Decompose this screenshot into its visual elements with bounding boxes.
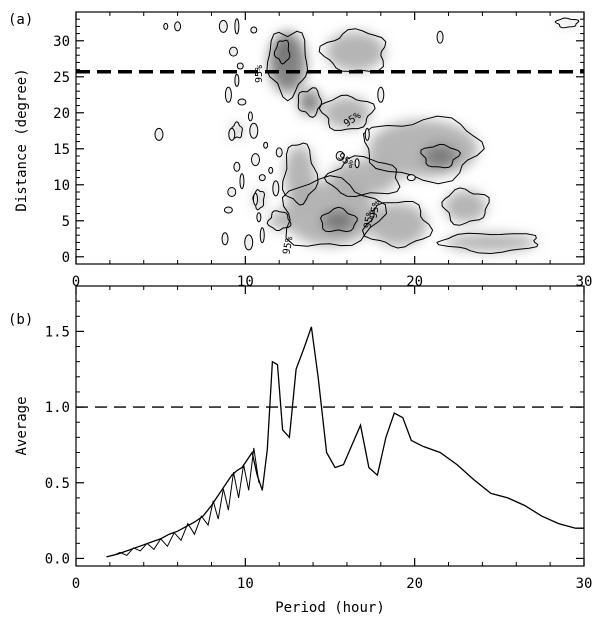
- contour-line: [320, 206, 358, 233]
- panel-b-average-series: [106, 326, 584, 558]
- contour-speck: [436, 30, 444, 44]
- panel-b-x-tick-label: 30: [576, 576, 593, 592]
- contour-speck: [377, 86, 385, 103]
- contour-speck: [227, 187, 237, 197]
- contour-line: [273, 39, 291, 65]
- contour-speck: [239, 173, 245, 190]
- heatmap-region: [275, 40, 290, 63]
- contour-speck: [233, 161, 241, 172]
- contour-speck: [354, 158, 360, 169]
- panel-b-y-axis-title: Average: [14, 396, 30, 455]
- contour-speck: [163, 22, 169, 30]
- contour-label: 95%: [369, 200, 383, 220]
- contour-line: [441, 187, 490, 226]
- contour-line: [436, 232, 539, 255]
- contour-line: [554, 17, 580, 29]
- panel-b-noise-series: [113, 447, 260, 557]
- contour-speck: [275, 147, 283, 158]
- contour-speck: [174, 21, 182, 32]
- contour-line: [297, 87, 323, 118]
- panel-b-x-axis-title: Period (hour): [275, 600, 385, 616]
- contour-speck: [234, 18, 240, 35]
- heatmap-region: [325, 31, 386, 72]
- contour-label: 95%: [254, 65, 265, 83]
- contour-speck: [249, 122, 259, 139]
- contour-line: [361, 201, 434, 249]
- contour-line: [252, 189, 266, 211]
- panel-a-label: (a): [8, 12, 33, 28]
- contour-speck: [252, 192, 258, 206]
- panel-b-line-chart: (b) 0 10 20 30 0.0 0.5 1.0 1.5 Average Period …: [8, 285, 593, 616]
- contour-speck: [250, 26, 258, 34]
- contour-speck: [272, 180, 280, 197]
- panel-a-plot-area: [154, 17, 580, 255]
- contour-speck: [263, 141, 269, 149]
- contour-speck: [259, 227, 265, 244]
- contour-line: [281, 175, 388, 247]
- contour-speck: [221, 232, 229, 246]
- contour-line: [281, 142, 319, 206]
- panel-a-y-tick-label: 25: [53, 70, 70, 86]
- contour-speck: [237, 98, 247, 106]
- heatmap-region: [368, 202, 428, 246]
- contour-line: [318, 94, 376, 131]
- contour-speck: [244, 234, 254, 251]
- contour-line: [266, 210, 292, 231]
- contour-line: [266, 30, 309, 102]
- contour-speck: [258, 174, 266, 182]
- panel-a-y-tick-label: 20: [53, 106, 70, 122]
- panel-b-y-tick-label: 0.0: [45, 551, 70, 567]
- contour-speck: [236, 62, 244, 70]
- heatmap-region: [423, 145, 458, 167]
- contour-speck: [250, 153, 260, 167]
- contour-speck: [224, 86, 232, 103]
- contour-speck: [256, 212, 262, 223]
- contour-speck: [228, 127, 236, 141]
- panel-a-y-tick-label: 10: [53, 178, 70, 194]
- panel-a-y-tick-label: 5: [62, 214, 70, 230]
- panel-a-y-tick-label: 0: [62, 250, 70, 266]
- panel-b-x-tick-label: 0: [72, 576, 80, 592]
- panel-a-y-tick-label: 30: [53, 34, 70, 50]
- panel-b-y-tick-label: 1.0: [45, 400, 70, 416]
- heatmap-region: [556, 18, 578, 28]
- contour-speck: [234, 73, 240, 87]
- panel-a-frame: [75, 11, 585, 265]
- contour-speck: [268, 166, 274, 174]
- panel-b-frame: [75, 285, 585, 567]
- panel-a-y-tick-label: 15: [53, 142, 70, 158]
- heatmap-region: [444, 190, 487, 223]
- contour-speck: [247, 111, 253, 122]
- contour-speck: [228, 46, 238, 57]
- contour-speck: [406, 174, 416, 182]
- panel-a-y-axis-title: Distance (degree): [14, 68, 30, 211]
- contour-label: 95%: [282, 236, 296, 256]
- contour-speck: [335, 151, 345, 161]
- panel-a-x-tick-label: 0: [72, 274, 80, 290]
- panel-b-x-tick-label: 20: [406, 576, 423, 592]
- panel-b-y-tick-label: 1.5: [45, 324, 70, 340]
- heatmap-region: [321, 210, 356, 232]
- panel-b-y-tick-label: 0.5: [45, 476, 70, 492]
- contour-label: 95%: [363, 210, 377, 230]
- contour-line: [362, 115, 485, 185]
- panel-b-label: (b): [8, 312, 33, 328]
- heatmap-region: [444, 233, 538, 252]
- panel-b-x-tick-label: 10: [237, 576, 254, 592]
- contour-speck: [218, 19, 228, 33]
- contour-speck: [364, 127, 370, 141]
- contour-speck: [223, 206, 233, 214]
- contour-speck: [154, 127, 164, 141]
- heatmap-region: [298, 89, 321, 115]
- heatmap-region: [269, 211, 290, 230]
- contour-line: [420, 143, 462, 169]
- panel-a-heatmap: (a) 95%95%95%95%95%95% 0 10 20 30 051015202…: [8, 11, 592, 290]
- heatmap-region: [323, 96, 371, 129]
